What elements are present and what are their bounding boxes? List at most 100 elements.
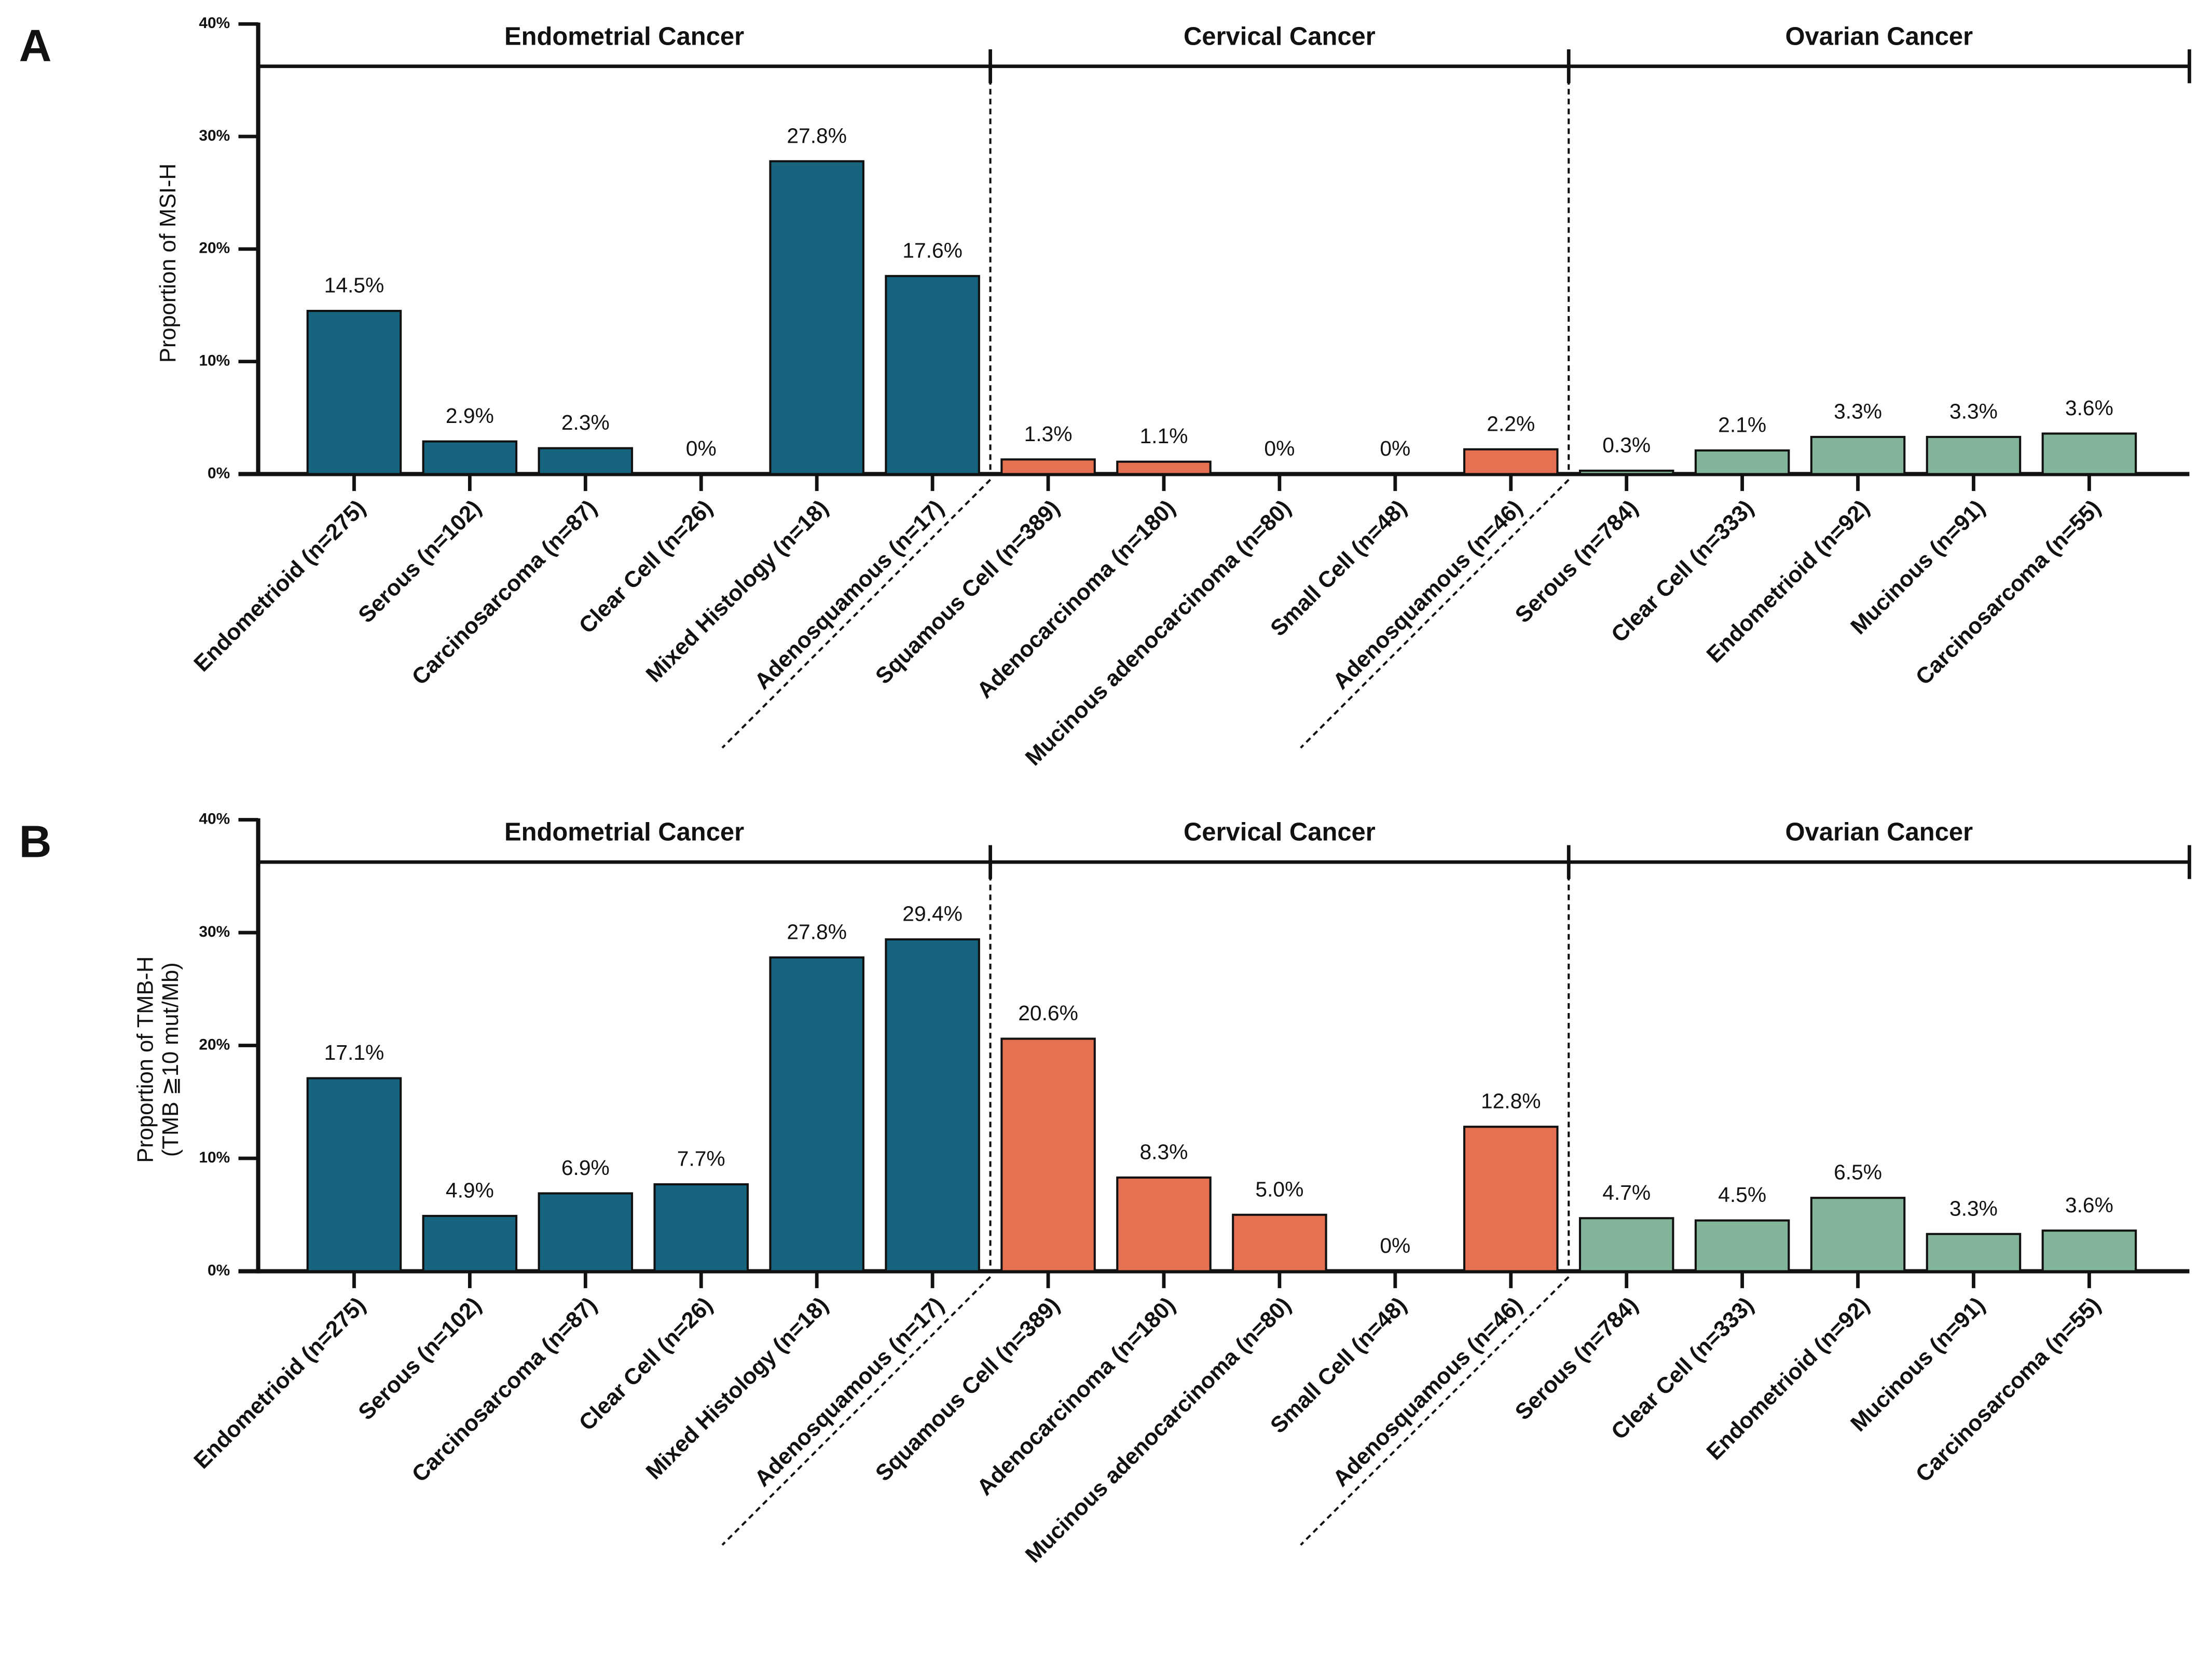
bar xyxy=(538,1192,634,1273)
value-label: 29.4% xyxy=(902,902,963,926)
value-label: 4.5% xyxy=(1718,1183,1766,1207)
value-label: 2.9% xyxy=(446,404,494,428)
bar xyxy=(1463,448,1559,475)
value-label: 0% xyxy=(686,436,717,460)
x-tick-label: Adenosquamous (n=17) xyxy=(750,1293,949,1492)
x-tick-label: Adenocarcinoma (n=180) xyxy=(972,496,1180,703)
group-label: Cervical Cancer xyxy=(1184,22,1376,50)
bar xyxy=(1926,1233,2022,1273)
x-tick-label: Carcinosarcoma (n=55) xyxy=(1911,1293,2106,1487)
bar xyxy=(885,938,980,1273)
value-label: 0% xyxy=(1380,436,1410,460)
bar xyxy=(1116,1176,1212,1273)
y-tick-label: 40% xyxy=(199,15,230,32)
value-label: 1.1% xyxy=(1140,424,1188,448)
value-label: 0% xyxy=(1380,1234,1410,1257)
value-label: 20.6% xyxy=(1018,1001,1078,1025)
bar xyxy=(422,1214,518,1273)
y-tick-label: 0% xyxy=(208,1262,230,1279)
x-tick-label: Adenosquamous (n=46) xyxy=(1328,1293,1527,1492)
value-label: 8.3% xyxy=(1140,1140,1188,1164)
bar xyxy=(1694,449,1790,475)
x-tick-label: Adenocarcinoma (n=180) xyxy=(972,1293,1180,1500)
divider-diagonal xyxy=(721,478,992,749)
value-label: 3.3% xyxy=(1949,399,1998,423)
value-label: 7.7% xyxy=(677,1147,725,1171)
x-tick-label: Adenosquamous (n=17) xyxy=(750,496,949,694)
bar xyxy=(306,1077,402,1273)
y-tick-label: 10% xyxy=(199,1149,230,1166)
value-label: 0.3% xyxy=(1602,433,1651,457)
y-axis-label: (TMB ≧10 mut/Mb) xyxy=(158,962,183,1157)
x-tick-label: Serous (n=102) xyxy=(354,496,486,628)
value-label: 6.5% xyxy=(1834,1160,1882,1184)
value-label: 27.8% xyxy=(787,124,847,147)
x-tick-label: Carcinosarcoma (n=87) xyxy=(407,1293,602,1487)
y-tick-label: 30% xyxy=(199,923,230,940)
x-tick-label: Mucinous adenocarcinoma (n=80) xyxy=(1021,496,1296,771)
x-tick-label: Mucinous adenocarcinoma (n=80) xyxy=(1021,1293,1296,1568)
bar xyxy=(1000,458,1096,475)
x-tick-label: Squamous Cell (n=389) xyxy=(871,496,1064,689)
y-tick-label: 20% xyxy=(199,240,230,257)
bar xyxy=(1926,435,2022,475)
bar xyxy=(1000,1037,1096,1273)
bar xyxy=(422,440,518,475)
group-label: Ovarian Cancer xyxy=(1785,818,1973,846)
value-label: 4.7% xyxy=(1602,1181,1651,1205)
y-tick-label: 10% xyxy=(199,352,230,370)
group-label: Cervical Cancer xyxy=(1184,818,1376,846)
panel-letter: A xyxy=(19,21,52,71)
y-tick-label: 20% xyxy=(199,1036,230,1053)
x-tick-label: Serous (n=784) xyxy=(1510,1293,1643,1425)
bar xyxy=(769,160,864,475)
value-label: 5.0% xyxy=(1255,1177,1303,1201)
bar xyxy=(306,310,402,475)
x-tick-label: Squamous Cell (n=389) xyxy=(871,1293,1064,1486)
value-label: 14.5% xyxy=(324,273,384,297)
y-tick-label: 30% xyxy=(199,127,230,144)
value-label: 17.1% xyxy=(324,1041,384,1064)
value-label: 4.9% xyxy=(446,1178,494,1202)
bar xyxy=(769,956,864,1273)
value-label: 17.6% xyxy=(902,238,963,262)
x-tick-label: Serous (n=784) xyxy=(1510,496,1643,628)
x-tick-label: Adenosquamous (n=46) xyxy=(1328,496,1527,694)
value-label: 0% xyxy=(1264,436,1295,460)
value-label: 6.9% xyxy=(561,1156,610,1180)
x-tick-label: Endometrioid (n=275) xyxy=(189,1293,370,1474)
bar xyxy=(1463,1126,1559,1273)
x-tick-label: Carcinosarcoma (n=87) xyxy=(407,496,602,690)
value-label: 2.2% xyxy=(1487,412,1535,435)
value-label: 3.6% xyxy=(2065,396,2113,420)
divider-diagonal xyxy=(1300,1276,1570,1546)
bar xyxy=(1810,435,1906,475)
value-label: 2.1% xyxy=(1718,413,1766,436)
x-tick-label: Serous (n=102) xyxy=(354,1293,486,1425)
y-axis-label: Proportion of MSI-H xyxy=(156,163,181,363)
divider-diagonal xyxy=(1300,478,1570,749)
value-label: 2.3% xyxy=(561,411,610,434)
bar xyxy=(885,275,980,475)
value-label: 1.3% xyxy=(1024,422,1073,446)
panel-letter: B xyxy=(19,816,52,867)
bar xyxy=(653,1183,749,1273)
bar xyxy=(1116,460,1212,475)
bar xyxy=(1694,1219,1790,1273)
value-label: 12.8% xyxy=(1481,1089,1541,1113)
divider-diagonal xyxy=(721,1276,992,1546)
bar xyxy=(2041,1229,2137,1273)
value-label: 3.3% xyxy=(1834,399,1882,423)
bar xyxy=(1232,1213,1327,1273)
x-tick-label: Carcinosarcoma (n=55) xyxy=(1911,496,2106,690)
group-label: Ovarian Cancer xyxy=(1785,22,1973,50)
group-label: Endometrial Cancer xyxy=(504,818,744,846)
value-label: 3.6% xyxy=(2065,1193,2113,1217)
bar xyxy=(538,447,634,475)
value-label: 27.8% xyxy=(787,920,847,943)
y-tick-label: 0% xyxy=(208,464,230,482)
value-label: 3.3% xyxy=(1949,1196,1998,1220)
y-tick-label: 40% xyxy=(199,810,230,827)
